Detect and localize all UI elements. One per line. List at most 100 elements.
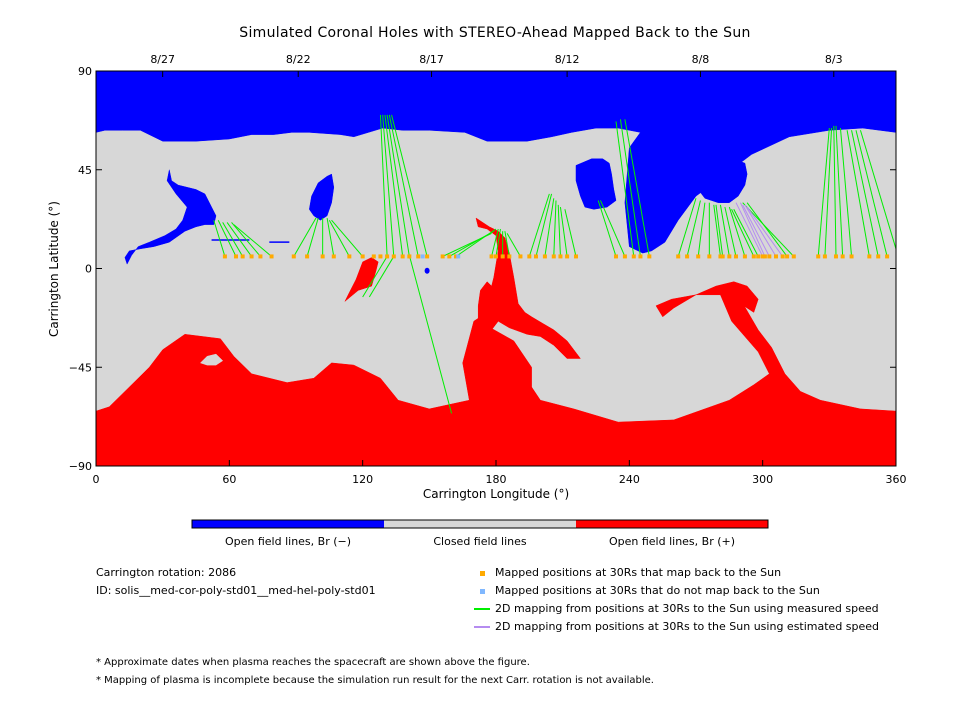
region-blue-hole-d [697, 158, 748, 203]
measured-mapping-line [851, 130, 879, 257]
mapped-point [774, 254, 778, 259]
region-blue-spot [424, 267, 430, 274]
measured-mapping-line [233, 224, 272, 257]
mapped-point [489, 254, 494, 259]
measured-mapping-line [504, 231, 510, 257]
mapped-point [816, 254, 821, 259]
measured-mapping-line [719, 204, 730, 257]
y-tick-label: −45 [69, 361, 92, 374]
note-incomplete: * Mapping of plasma is incomplete becaus… [96, 675, 654, 686]
mapped-point [638, 254, 643, 259]
legend-swatch-mapped [480, 570, 485, 576]
measured-mapping-line [615, 121, 635, 257]
mapped-points [222, 254, 890, 259]
mapped-point [647, 254, 652, 259]
region-red-region-right [655, 281, 759, 318]
mapped-point [305, 254, 310, 259]
mapped-point [400, 254, 405, 259]
measured-mapping-line [384, 114, 404, 257]
measured-mapping-line [535, 193, 553, 257]
measured-mapping-line [379, 114, 388, 257]
colorbar-closed [384, 520, 576, 528]
measured-mapping-line [455, 228, 497, 257]
note-dates: * Approximate dates when plasma reaches … [96, 657, 530, 668]
measured-mapping-line [331, 219, 364, 257]
measured-mapping-line [599, 200, 626, 257]
estimated-mapping-line [746, 206, 784, 257]
measured-mapping-line [382, 114, 395, 257]
y-tick-label: −90 [69, 460, 92, 473]
legend-label-measured: 2D mapping from positions at 30Rs to the… [495, 602, 879, 615]
axes: 0 60 120 180 240 300 360 90 45 0 −45 −90 8/27 8/22 8/1… [69, 53, 907, 486]
mapped-point [734, 254, 738, 259]
mapped-point [360, 254, 365, 259]
colorbar-label-open-negative: Open field lines, Br (−) [225, 535, 351, 548]
region-blue-hole-a [124, 169, 217, 265]
map-regions [96, 71, 896, 466]
mapped-point [320, 254, 325, 259]
colorbar-open-positive [576, 520, 768, 528]
measured-mapping-line [293, 217, 317, 257]
mapped-point [685, 254, 690, 259]
mapped-point [791, 254, 796, 259]
x-axis-label: Carrington Longitude (°) [423, 487, 569, 501]
estimated-mapping-line [739, 202, 766, 257]
mapped-point [822, 254, 827, 259]
x-tick-label: 60 [222, 473, 236, 486]
date-tick-label: 8/3 [825, 53, 843, 66]
measured-mapping-line [677, 198, 697, 257]
measured-mapping-line [408, 255, 453, 414]
measured-mapping-line [306, 217, 319, 257]
measured-mapping-line [491, 228, 499, 257]
mapped-point [407, 254, 412, 259]
colorbar-label-open-positive: Open field lines, Br (+) [609, 535, 735, 548]
measured-mapping-line [362, 256, 388, 298]
mapping-lines [213, 114, 896, 414]
mapped-point [720, 254, 725, 259]
region-red-south-cap [96, 290, 896, 466]
mapped-point [622, 254, 627, 259]
measured-mapping-line [746, 202, 788, 257]
mapped-point [767, 254, 772, 259]
measured-mapping-line [597, 200, 617, 257]
mapped-point [840, 254, 845, 259]
measured-mapping-line [559, 206, 568, 257]
measured-mapping-line [544, 198, 555, 257]
measured-mapping-line [495, 228, 501, 257]
mapped-point [416, 254, 421, 259]
measured-mapping-line [553, 200, 557, 257]
mapped-point [574, 254, 578, 259]
region-red-region-left [344, 257, 379, 302]
colorbar-frame [191, 519, 769, 529]
measured-mapping-line [835, 125, 844, 257]
measured-mapping-line [728, 206, 746, 257]
x-tick-label: 240 [619, 473, 640, 486]
mapped-point [222, 254, 227, 259]
legend-label-estimated: 2D mapping from positions at 30Rs to the… [495, 620, 880, 633]
date-tick-label: 8/22 [286, 53, 311, 66]
legend-swatch-measured [474, 608, 490, 610]
legend-label-mapped: Mapped positions at 30Rs that map back t… [495, 566, 782, 579]
measured-mapping-line [528, 193, 550, 257]
region-grey-island [199, 353, 224, 366]
mapped-point [756, 254, 761, 259]
unmapped-point [456, 254, 461, 259]
measured-mapping-line [846, 130, 870, 257]
mapped-point [849, 254, 854, 259]
measured-mapping-line [731, 209, 755, 257]
date-tick-label: 8/12 [555, 53, 580, 66]
legend-item-mapped: Mapped positions at 30Rs that map back t… [478, 566, 781, 580]
x-tick-label: 180 [486, 473, 507, 486]
colorbar-label-closed: Closed field lines [433, 535, 527, 548]
y-axis-label: Carrington Latitude (°) [47, 201, 61, 337]
mapped-point [885, 254, 890, 259]
estimated-mapping-line [742, 204, 770, 257]
x-tick-label: 120 [352, 473, 373, 486]
date-tick-label: 8/8 [692, 53, 710, 66]
mapped-point [507, 254, 512, 259]
measured-mapping-line [817, 128, 830, 257]
legend-item-unmapped: Mapped positions at 30Rs that do not map… [478, 584, 820, 598]
unmapped-point [420, 254, 425, 259]
mapped-point [234, 254, 238, 259]
